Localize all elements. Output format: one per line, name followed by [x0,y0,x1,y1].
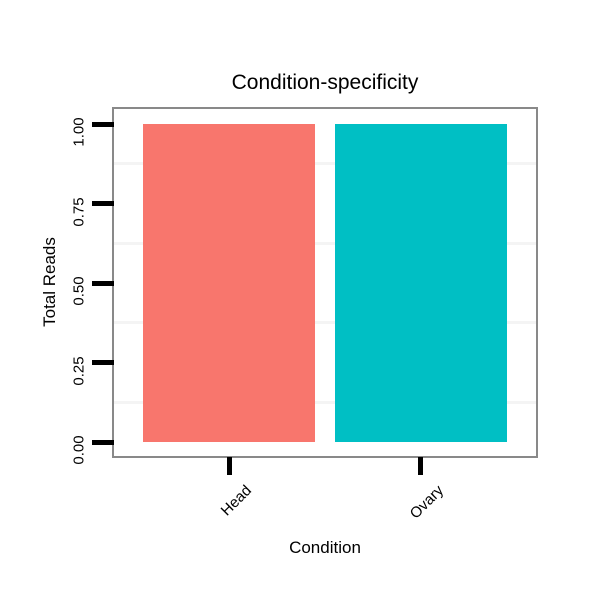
minor-gridline [114,400,536,404]
bar-head [142,124,316,442]
x-tick-label: Ovary [406,482,447,523]
x-tick-mark [418,457,424,475]
y-tick-label: 0.75 [70,196,88,227]
y-axis-title: Total Reads [40,237,59,327]
y-tick-mark [92,360,114,365]
y-tick-mark [92,121,114,127]
x-tick-mark [226,457,232,475]
y-tick-mark [92,201,114,206]
minor-gridline [114,241,536,245]
y-tick-label: 1.00 [70,117,88,147]
y-tick-label: 0.00 [70,435,88,465]
y-tick-label: 0.50 [70,276,88,306]
chart-title: Condition-specificity [231,71,419,94]
y-tick-label: 0.25 [70,355,88,386]
x-axis-title: Condition [289,538,361,557]
minor-gridline [114,321,536,325]
minor-gridline [114,162,536,166]
x-tick-label: Head [217,482,256,520]
y-tick-mark [92,439,114,445]
plot-panel [112,107,538,458]
y-tick-mark [92,280,114,286]
bar-ovary [334,124,508,442]
